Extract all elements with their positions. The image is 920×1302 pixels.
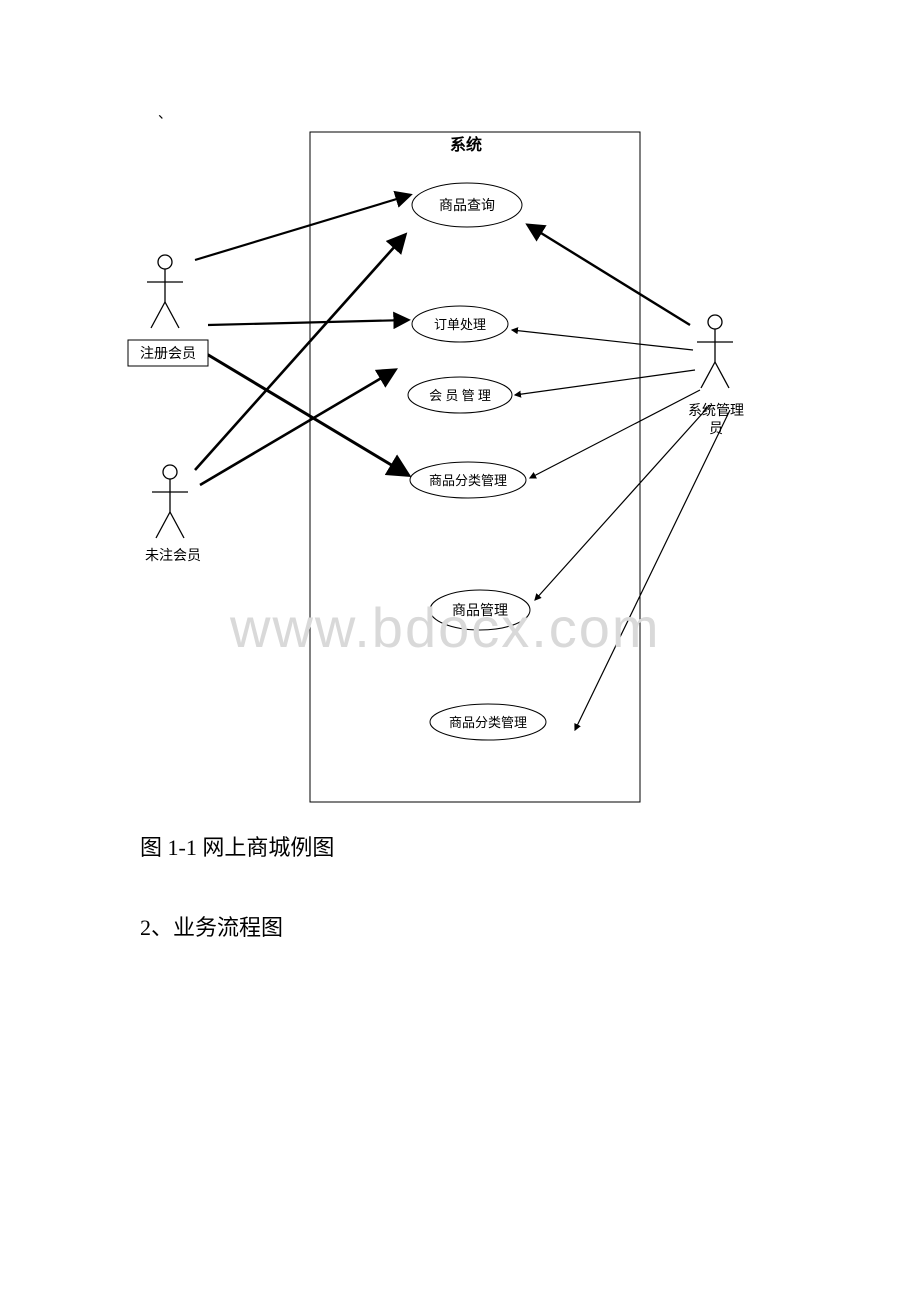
usecase-label-uc1: 商品查询 (439, 198, 495, 214)
tick-mark: 、 (158, 107, 172, 122)
usecases: 商品查询订单处理会 员 管 理商品分类管理商品管理商品分类管理 (408, 183, 546, 740)
edge-10 (575, 410, 730, 730)
edge-2 (200, 350, 408, 475)
actor-label-admin-1: 员 (709, 422, 723, 437)
edge-9 (535, 405, 710, 600)
actor-label-registered: 注册会员 (140, 346, 196, 362)
usecase-diagram: 、 系统 商品查询订单处理会 员 管 理商品分类管理商品管理商品分类管理 注册会… (0, 0, 920, 820)
section-heading: 2、业务流程图 (140, 910, 283, 942)
edge-5 (528, 225, 690, 325)
usecase-label-uc6: 商品分类管理 (449, 715, 527, 730)
usecase-label-uc4: 商品分类管理 (429, 473, 507, 488)
edge-3 (195, 235, 405, 470)
actor-admin (697, 315, 733, 388)
usecase-label-uc2: 订单处理 (434, 317, 486, 332)
actor-registered (147, 255, 183, 328)
figure-caption: 图 1-1 网上商城例图 (140, 830, 334, 862)
edge-0 (195, 195, 410, 260)
actor-unregistered (152, 465, 188, 538)
edge-7 (515, 370, 695, 395)
page: 、 系统 商品查询订单处理会 员 管 理商品分类管理商品管理商品分类管理 注册会… (0, 0, 920, 1302)
edge-4 (200, 370, 395, 485)
edge-6 (512, 330, 693, 350)
system-title: 系统 (450, 135, 482, 154)
usecase-label-uc3: 会 员 管 理 (429, 388, 491, 403)
edge-8 (530, 390, 700, 478)
usecase-label-uc5: 商品管理 (452, 603, 508, 619)
actor-label-unregistered: 未注会员 (145, 548, 201, 564)
actor-label-admin-0: 系统管理 (688, 403, 744, 419)
edge-1 (208, 320, 408, 325)
